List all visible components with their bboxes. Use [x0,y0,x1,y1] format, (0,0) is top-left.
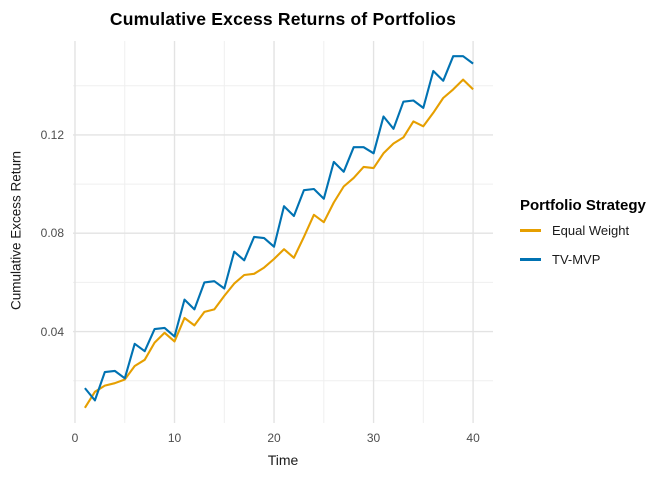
legend-key-line-tv-mvp [520,257,541,261]
x-tick-label: 40 [466,431,480,445]
x-axis-title: Time [267,452,299,468]
y-tick-label: 0.04 [40,324,64,339]
y-axis-title: Cumulative Excess Return [8,150,24,311]
legend: Portfolio Strategy Equal Weight TV-MVP [520,197,670,272]
x-tick-label: 20 [267,431,281,445]
legend-label-equal-weight: Equal Weight [552,222,630,238]
chart-title: Cumulative Excess Returns of Portfolios [109,9,457,29]
x-tick-label: 30 [366,431,381,445]
legend-title: Portfolio Strategy [520,197,646,214]
x-tick-label: 10 [167,431,182,445]
legend-item-equal-weight: Equal Weight [520,217,670,243]
legend-key-line-equal-weight [520,228,541,232]
legend-item-tv-mvp: TV-MVP [520,246,670,272]
y-tick-label: 0.08 [40,226,64,241]
series-line-equal-weight [84,78,474,409]
legend-label-tv-mvp: TV-MVP [552,251,601,267]
x-tick-label: 0 [71,431,79,445]
series-line-tv-mvp [84,55,474,402]
y-tick-label: 0.12 [40,127,64,142]
